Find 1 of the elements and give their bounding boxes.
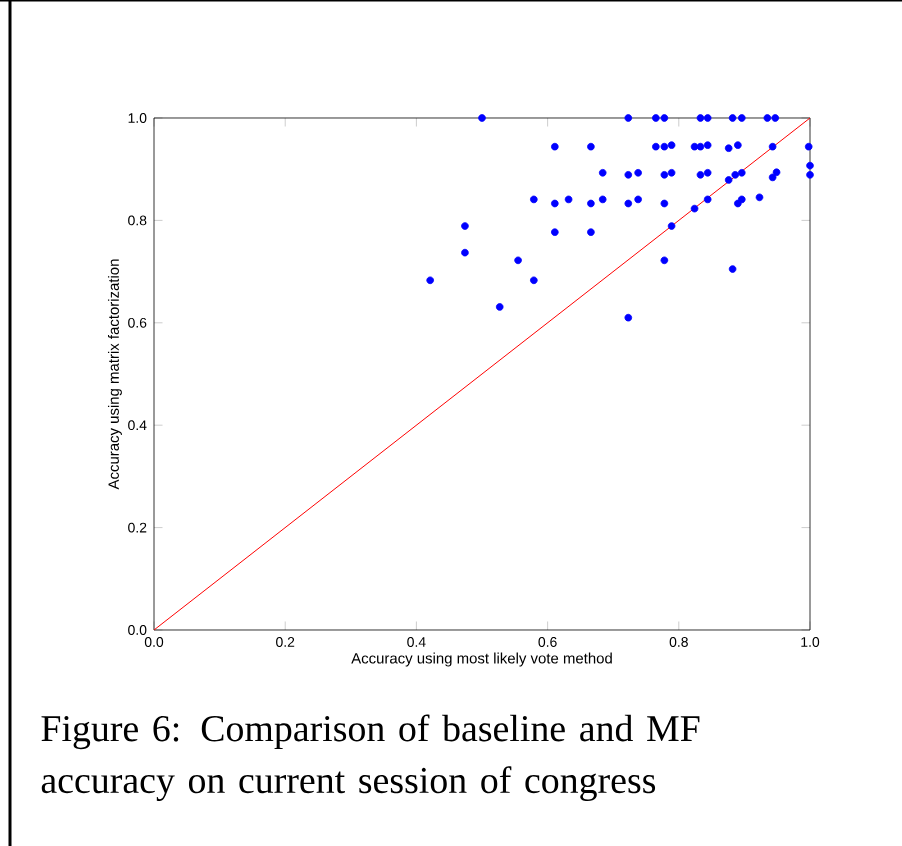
caption: Figure 6: Comparison of baseline and MF accuracy on current session of congress xyxy=(41,714,700,802)
